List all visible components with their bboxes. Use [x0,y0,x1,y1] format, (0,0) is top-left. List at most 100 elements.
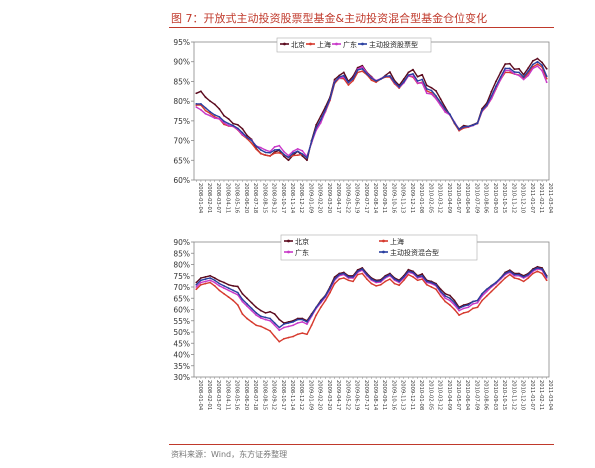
x-tick-label: 2008-05-16 [234,380,240,410]
data-point [412,275,414,278]
data-point [342,74,345,77]
data-point [329,97,331,100]
data-point [375,80,378,82]
data-point [541,268,543,270]
x-tick-label: 2011-01-07 [529,380,535,410]
data-point [393,81,396,84]
data-point [283,323,285,326]
data-point [407,71,410,74]
data-point [448,299,451,302]
data-point [342,272,345,275]
data-point [287,322,290,324]
data-point [430,93,433,95]
y-tick-label: 40% [173,351,190,360]
legend-marker [361,42,364,46]
data-point [527,67,530,69]
data-point [292,335,295,338]
data-point [453,308,456,311]
data-point [430,86,433,89]
data-point [195,103,198,105]
data-point [195,286,198,288]
data-point [402,279,405,282]
data-point [412,73,414,75]
legend-label: 上海 [317,40,331,49]
x-tick-label: 2008-05-16 [234,183,240,213]
data-point [421,274,424,277]
x-tick-label: 2010-09-03 [492,380,498,410]
legend-label: 广东 [295,248,309,257]
x-tick-label: 2010-06-04 [464,380,470,411]
data-point [513,68,516,71]
data-point [241,127,244,130]
data-point [273,322,276,324]
data-point [407,270,410,273]
data-point [241,131,244,134]
data-point [448,294,451,297]
data-point [531,60,534,62]
data-point [259,149,262,151]
x-tick-label: 2008-08-15 [261,380,267,410]
data-point [485,295,488,297]
data-point [218,108,221,110]
data-point [236,123,239,126]
data-point [379,280,382,282]
data-point [218,117,221,120]
data-point [513,277,516,279]
x-tick-label: 2008-08-15 [261,183,267,213]
data-point [522,73,525,76]
data-point [522,78,525,81]
data-point [389,71,391,73]
x-tick-label: 2010-06-04 [464,183,470,214]
data-point [467,304,470,306]
data-point [476,299,479,302]
data-point [485,290,488,293]
data-point [283,326,285,329]
data-point [545,77,548,80]
data-point [338,76,341,78]
data-point [495,85,497,88]
data-point [246,302,248,305]
data-point [536,270,539,273]
data-point [227,289,230,292]
y-tick-label: 95% [173,38,190,47]
y-tick-label: 60% [173,176,190,185]
x-tick-label: 2009-01-09 [307,380,313,410]
data-point [250,309,253,312]
data-point [435,89,437,92]
x-tick-label: 2010-03-12 [437,183,443,213]
data-point [453,304,456,306]
data-point [213,279,216,282]
x-tick-label: 2008-12-12 [298,183,304,213]
data-point [435,97,437,100]
data-point [213,277,216,279]
data-point [301,155,304,157]
data-point [278,340,281,343]
data-point [264,318,267,321]
data-point [495,286,497,288]
data-point [499,281,502,284]
data-point [402,78,405,80]
data-point [264,149,267,151]
data-point [361,67,364,70]
legend [276,37,432,53]
data-point [209,110,212,113]
data-point [324,299,327,302]
data-point [255,324,258,327]
x-tick-label: 2008-09-12 [271,380,277,410]
data-point [499,71,502,74]
data-point [416,275,419,278]
data-point [338,278,341,281]
data-point [416,75,419,78]
data-point [278,326,281,329]
data-point [352,275,354,278]
data-point [504,277,507,279]
data-point [241,292,244,295]
data-point [531,63,534,66]
data-point [522,76,525,78]
data-point [296,318,299,321]
data-point [204,275,207,278]
source-rule [169,444,554,445]
data-point [246,317,248,320]
data-point [435,95,437,97]
data-point [338,74,341,77]
